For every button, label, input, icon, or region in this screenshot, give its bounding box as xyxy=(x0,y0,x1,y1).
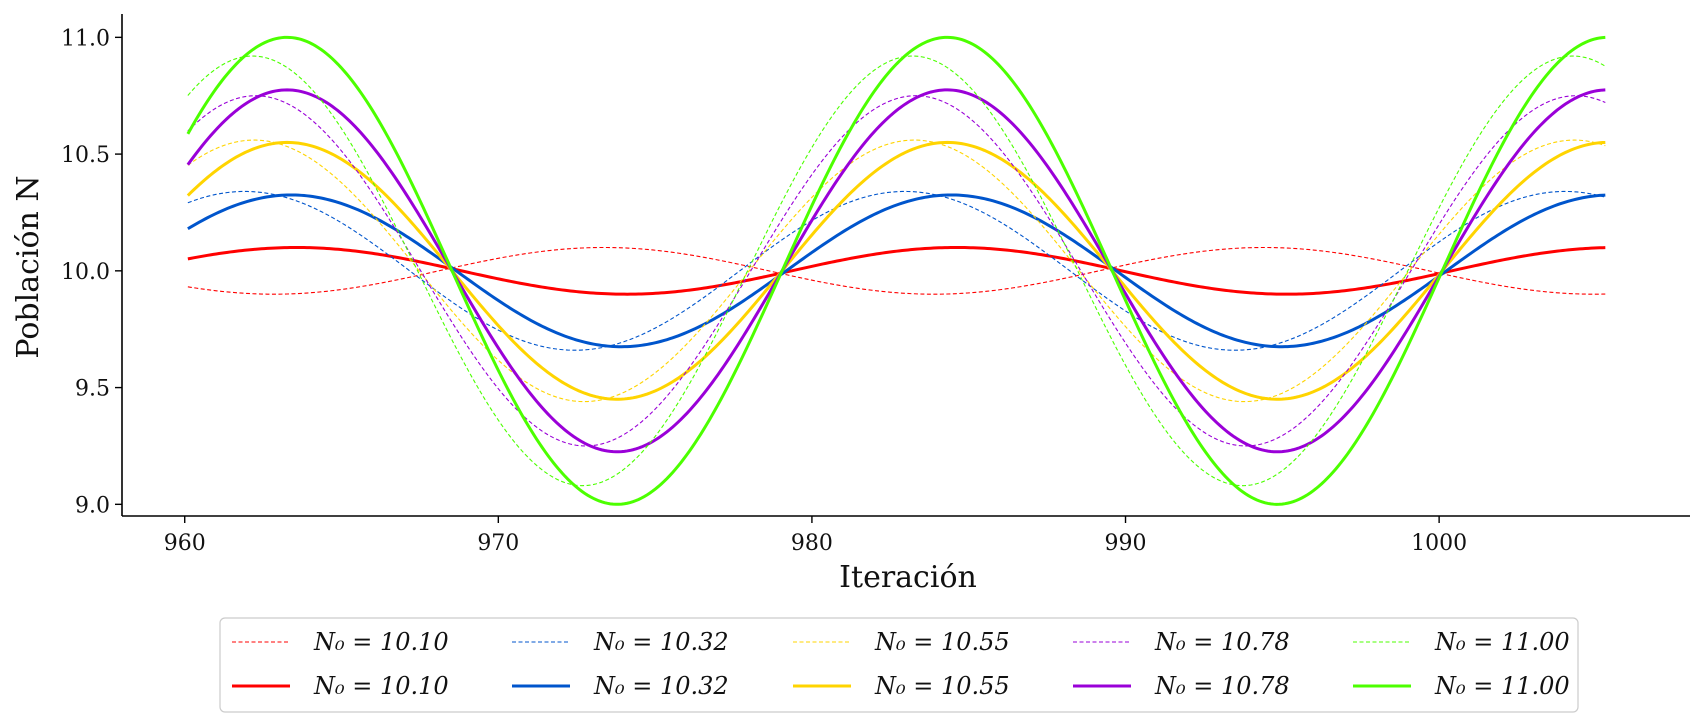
axes: 960 970 980 990 1000 9.0 9.5 10.0 10.5 11.0 xyxy=(61,14,1690,556)
x-tick-label: 960 xyxy=(164,531,206,556)
y-axis-title: Población N xyxy=(11,175,46,358)
legend-label: N₀ = 11.00 xyxy=(1434,672,1570,700)
legend-label: N₀ = 11.00 xyxy=(1434,628,1570,656)
legend-label: N₀ = 10.78 xyxy=(1154,672,1290,700)
legend-label: N₀ = 10.78 xyxy=(1154,628,1290,656)
series-line-dashed xyxy=(187,190,1606,351)
legend: N₀ = 10.10 N₀ = 10.10 N₀ = 10.32 N₀ = 10.32… xyxy=(219,617,1579,713)
series-line-solid xyxy=(186,140,1606,401)
x-tick-label: 1000 xyxy=(1411,531,1467,556)
y-tick-label: 10.5 xyxy=(61,143,110,168)
series-line-dashed xyxy=(187,55,1606,487)
series-line-dashed xyxy=(187,95,1606,447)
legend-label: N₀ = 10.55 xyxy=(874,628,1010,656)
x-tick-label: 980 xyxy=(791,531,833,556)
series-line-dashed xyxy=(187,139,1606,403)
legend-label: N₀ = 10.55 xyxy=(874,672,1010,700)
series-line-solid xyxy=(187,193,1606,349)
legend-label: N₀ = 10.32 xyxy=(593,628,729,656)
series-line-solid xyxy=(187,245,1606,296)
legend-label: N₀ = 10.32 xyxy=(593,672,729,700)
x-tick-label: 970 xyxy=(477,531,519,556)
y-tick-label: 10.0 xyxy=(61,260,110,285)
series-line-solid xyxy=(186,88,1606,454)
y-tick-label: 9.0 xyxy=(75,493,110,518)
x-axis-title: Iteración xyxy=(839,560,977,595)
y-tick-label: 9.5 xyxy=(75,377,110,402)
series-layer xyxy=(186,35,1606,506)
legend-label: N₀ = 10.10 xyxy=(313,628,449,656)
x-tick-label: 990 xyxy=(1105,531,1147,556)
legend-label: N₀ = 10.10 xyxy=(313,672,449,700)
series-line-solid xyxy=(186,35,1606,506)
y-tick-label: 11.0 xyxy=(61,26,110,51)
series-line-dashed xyxy=(187,246,1606,295)
